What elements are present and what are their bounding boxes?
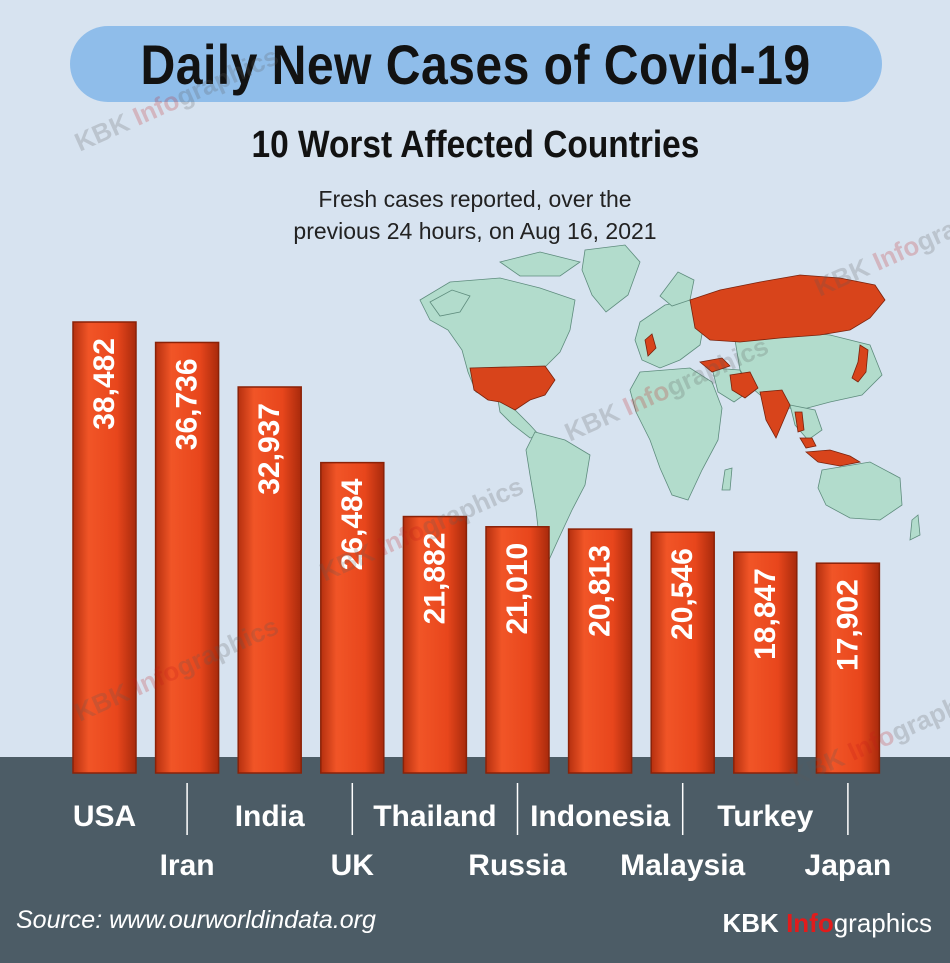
category-label-uk: UK bbox=[331, 849, 375, 882]
bar-indonesia bbox=[567, 528, 633, 774]
brand-part-1: KBK bbox=[722, 908, 787, 938]
map-greenland bbox=[581, 244, 641, 313]
value-label-iran: 36,736 bbox=[171, 358, 204, 450]
map-india bbox=[759, 389, 791, 439]
title-banner: Daily New Cases of Covid-19 bbox=[70, 26, 882, 102]
bottom-panel bbox=[0, 757, 950, 963]
chart-subtitle: 10 Worst Affected Countries bbox=[0, 124, 950, 167]
category-label-iran: Iran bbox=[160, 849, 215, 882]
value-label-uk: 26,484 bbox=[336, 478, 369, 570]
value-label-turkey: 18,847 bbox=[749, 568, 782, 660]
category-label-india: India bbox=[235, 800, 305, 833]
source-note: Source: www.ourworldindata.org bbox=[16, 906, 376, 934]
bar-japan bbox=[815, 562, 881, 774]
map-japan bbox=[851, 344, 869, 383]
bar-usa bbox=[72, 321, 137, 774]
value-label-usa: 38,482 bbox=[88, 338, 121, 430]
map-australia bbox=[817, 461, 903, 521]
brand-part-3: graphics bbox=[833, 908, 932, 938]
map-africa bbox=[629, 367, 723, 501]
subtitle-text: 10 Worst Affected Countries bbox=[251, 124, 699, 166]
category-label-turkey: Turkey bbox=[717, 800, 813, 833]
value-label-malaysia: 20,546 bbox=[666, 548, 699, 640]
map-scandinavia bbox=[659, 271, 695, 307]
value-label-japan: 17,902 bbox=[831, 579, 864, 671]
category-label-japan: Japan bbox=[805, 849, 892, 882]
bar-russia bbox=[485, 526, 550, 774]
value-label-indonesia: 20,813 bbox=[584, 545, 617, 637]
map-russia bbox=[689, 274, 886, 343]
bar-uk bbox=[320, 461, 385, 774]
map-usa bbox=[469, 365, 556, 411]
description-line-1: Fresh cases reported, over the bbox=[318, 186, 632, 212]
map-canada-islands bbox=[499, 251, 581, 277]
map-malaysia bbox=[799, 437, 817, 449]
bar-iran bbox=[154, 341, 220, 774]
description-line-2: previous 24 hours, on Aug 16, 2021 bbox=[293, 218, 657, 244]
map-uk bbox=[644, 333, 657, 357]
category-label-thailand: Thailand bbox=[373, 800, 496, 833]
brand-logo: KBK Infographics bbox=[723, 908, 933, 939]
bar-india bbox=[237, 386, 302, 774]
map-thailand bbox=[794, 411, 805, 433]
map-alaska bbox=[429, 289, 471, 317]
map-indonesia bbox=[804, 449, 862, 467]
chart-title: Daily New Cases of Covid-19 bbox=[140, 32, 812, 96]
map-iran bbox=[729, 371, 759, 399]
category-label-russia: Russia bbox=[468, 849, 567, 882]
map-new-zealand bbox=[909, 514, 921, 541]
category-label-malaysia: Malaysia bbox=[620, 849, 745, 882]
value-label-thailand: 21,882 bbox=[418, 533, 451, 625]
category-label-usa: USA bbox=[73, 800, 136, 833]
category-label-indonesia: Indonesia bbox=[530, 800, 670, 833]
brand-part-2: Info bbox=[786, 908, 834, 938]
map-madagascar bbox=[721, 467, 733, 491]
bar-malaysia bbox=[650, 531, 715, 774]
map-turkey bbox=[699, 357, 731, 373]
bar-thailand bbox=[402, 515, 468, 774]
value-label-russia: 21,010 bbox=[501, 543, 534, 635]
chart-description: Fresh cases reported, over the previous … bbox=[200, 183, 750, 247]
bar-turkey bbox=[733, 551, 798, 774]
value-label-india: 32,937 bbox=[253, 403, 286, 495]
